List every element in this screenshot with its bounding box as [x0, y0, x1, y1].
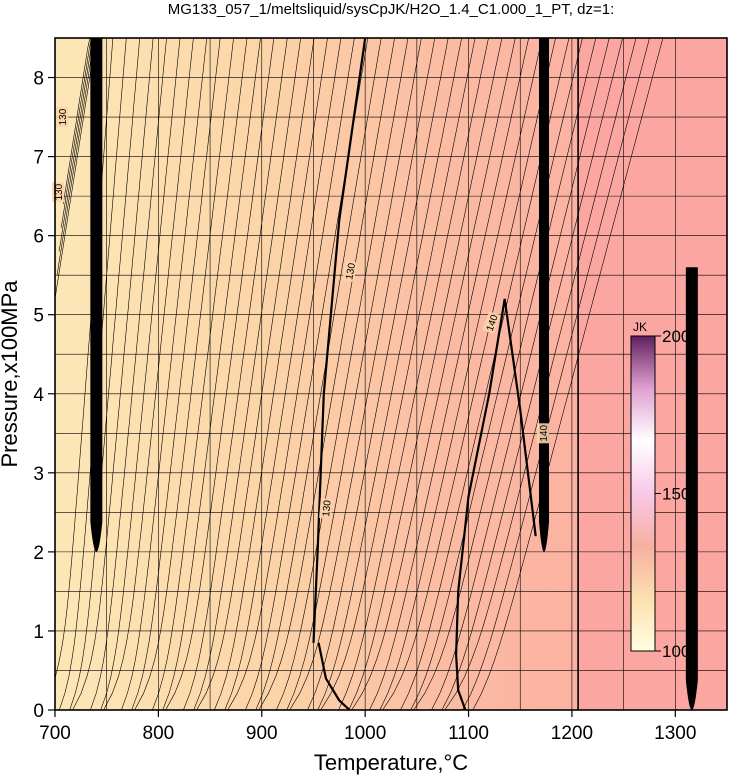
isoline	[348, 38, 503, 710]
y-tick-label: 3	[33, 464, 44, 485]
isoline	[183, 38, 288, 710]
colorbar-ticks: 100 150 200	[655, 327, 690, 661]
contour-band	[90, 38, 103, 552]
colorbar-tick-label: 150	[662, 485, 690, 504]
x-tick-label: 700	[39, 723, 71, 744]
x-tick-label: 1100	[448, 723, 489, 744]
isoline	[320, 38, 476, 710]
y-tick-label: 0	[33, 701, 44, 722]
isoline	[462, 38, 650, 710]
isoline	[193, 38, 301, 710]
isoline	[162, 38, 261, 710]
y-tick-label: 4	[33, 385, 44, 406]
isoline	[255, 38, 382, 710]
svg-text:130: 130	[321, 499, 333, 517]
x-axis: 700 800 900 1000 1100 1200 1300	[39, 710, 696, 744]
contour-band	[539, 38, 550, 552]
isoline	[351, 38, 516, 710]
isoline	[258, 38, 395, 710]
colorbar-tick-label: 100	[662, 642, 690, 661]
x-axis-title: Temperature,°C	[314, 750, 468, 775]
isoline	[134, 38, 234, 710]
plot-frame	[54, 37, 728, 711]
thin-contour-lines	[55, 38, 664, 710]
isoline	[317, 38, 462, 710]
isoline	[152, 38, 248, 710]
contour-label: 130	[319, 497, 334, 519]
y-tick-label: 1	[33, 622, 44, 643]
contour-label: 130	[342, 260, 358, 283]
isoline	[472, 38, 664, 710]
colorbar: JK 100 150 200	[630, 320, 690, 661]
isoline	[382, 38, 556, 710]
isoline	[307, 38, 449, 710]
y-tick-label: 6	[33, 227, 44, 248]
y-tick-label: 2	[33, 543, 44, 564]
colorbar-unit: JK	[633, 320, 647, 334]
isoline	[55, 38, 97, 299]
grid-lines	[55, 38, 727, 710]
labeled-contour-lines	[312, 38, 579, 710]
svg-text:130: 130	[344, 262, 358, 281]
contour-line	[454, 298, 537, 710]
colorbar-gradient	[630, 335, 656, 652]
isoline	[60, 38, 103, 228]
isoline	[431, 38, 610, 710]
y-axis-title: Pressure,x100MPa	[0, 280, 22, 468]
isoline	[286, 38, 422, 710]
isoline	[379, 38, 543, 710]
isoline	[338, 38, 489, 710]
isoline	[72, 38, 154, 710]
isoline	[121, 38, 208, 710]
y-tick-label: 8	[33, 69, 44, 90]
svg-text:140: 140	[539, 425, 550, 442]
contour-line	[312, 38, 367, 643]
y-axis: 0 1 2 3 4 5 6 7 8	[33, 69, 55, 722]
x-tick-label: 900	[246, 723, 278, 744]
svg-text:130: 130	[54, 183, 65, 200]
contour-line	[317, 642, 351, 710]
svg-text:130: 130	[58, 108, 69, 125]
y-tick-label: 7	[33, 148, 44, 169]
x-tick-label: 1300	[654, 723, 696, 744]
contour-label: 130	[56, 107, 69, 128]
contour-label: 140	[536, 423, 550, 444]
isoline	[444, 38, 637, 710]
chart-title: MG133_057_1/meltsliquid/sysCpJK/H2O_1.4_…	[168, 1, 615, 18]
isoline	[69, 38, 140, 710]
contour-label: 130	[52, 182, 65, 203]
isoline	[276, 38, 409, 710]
isoline	[100, 38, 181, 710]
isoline	[63, 38, 105, 205]
x-tick-label: 800	[143, 723, 175, 744]
isoline	[165, 38, 275, 710]
isoline	[410, 38, 583, 710]
isoline	[441, 38, 623, 710]
y-tick-label: 5	[33, 306, 44, 327]
isoline	[55, 38, 114, 679]
isoline	[196, 38, 315, 710]
x-tick-label: 1200	[551, 723, 593, 744]
colorbar-tick-label: 200	[662, 327, 690, 346]
isoline	[369, 38, 529, 710]
x-tick-label: 1000	[344, 723, 386, 744]
isoline	[131, 38, 221, 710]
isoline	[289, 38, 436, 710]
isoline	[214, 38, 328, 710]
isoline	[103, 38, 194, 710]
contour-band	[685, 267, 698, 710]
isoline	[227, 38, 355, 710]
isoline	[224, 38, 342, 710]
isoline	[90, 38, 167, 710]
